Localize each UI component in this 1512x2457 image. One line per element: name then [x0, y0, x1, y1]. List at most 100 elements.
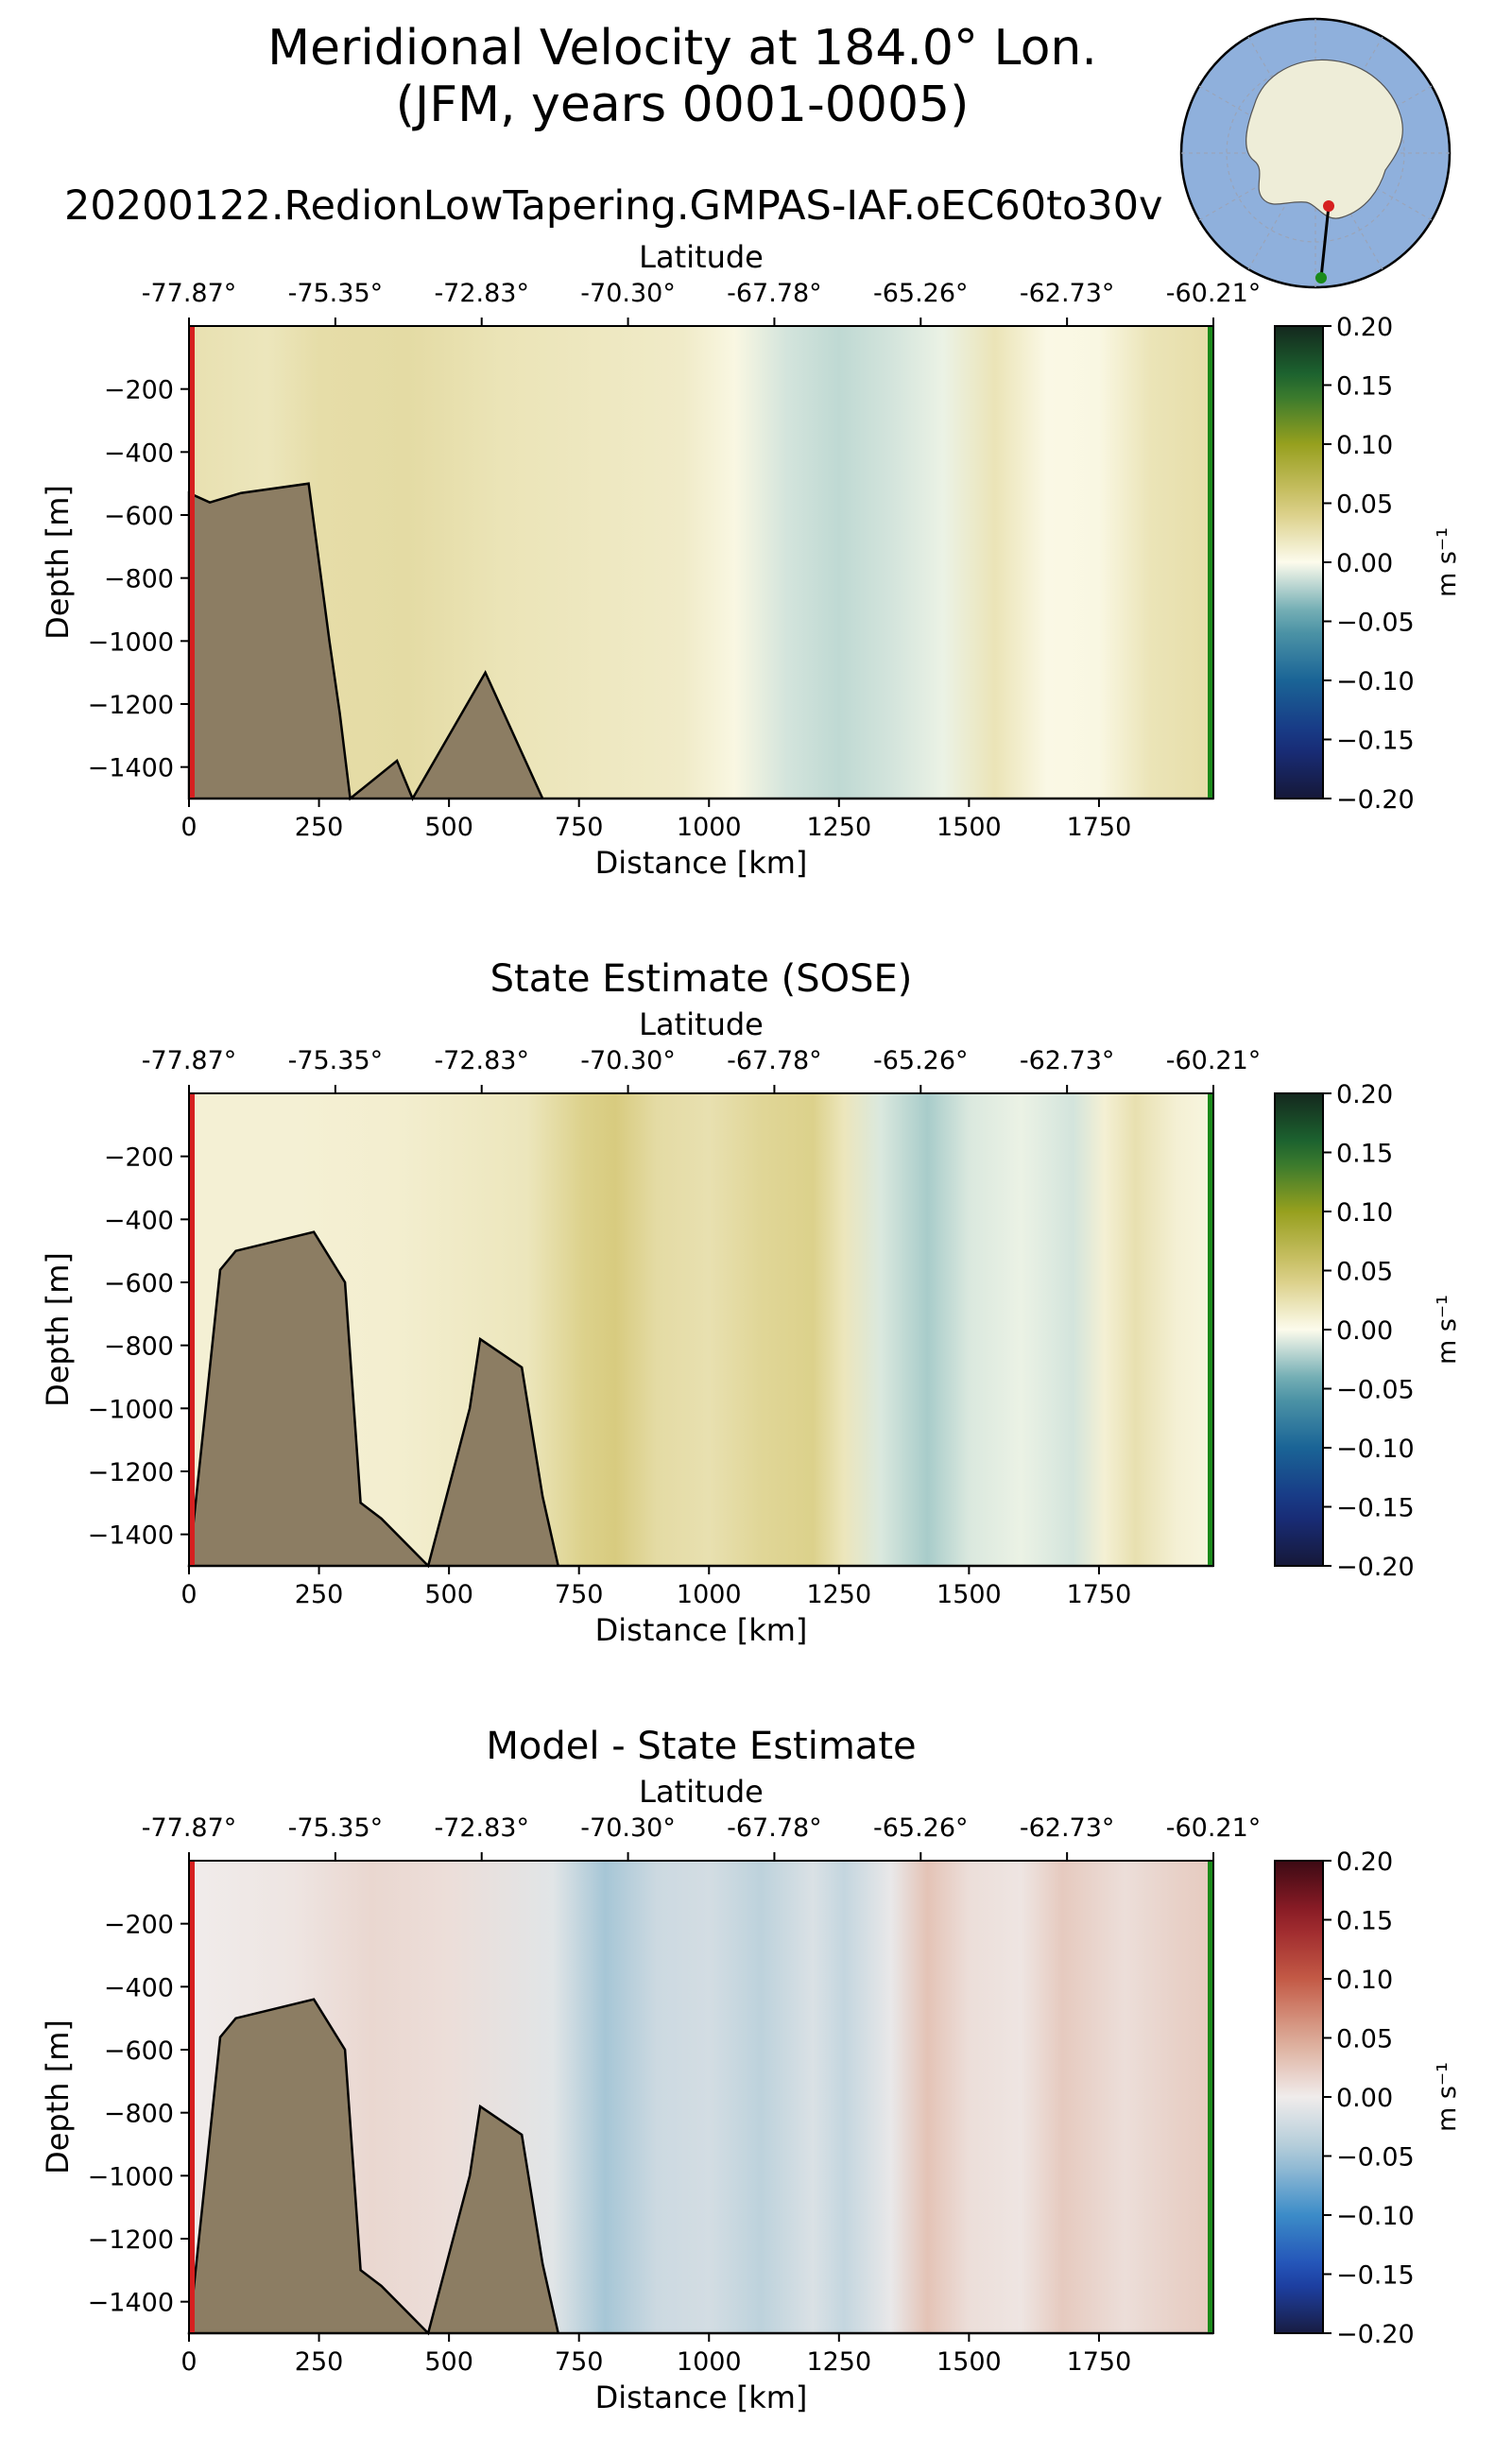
top-tick-label: -62.73° — [1020, 1046, 1115, 1075]
inset-antarctica — [1246, 59, 1403, 219]
colorbar — [1274, 1860, 1324, 2334]
colorbar — [1274, 1092, 1324, 1567]
colorbar-tick-label: −0.15 — [1336, 727, 1415, 756]
colorbar-tick-label: −0.15 — [1336, 2261, 1415, 2291]
chart-panel-2: State Estimate (SOSE) 0 250 500 750 1000 1250 1… — [40, 957, 1462, 1648]
y-tick-label: −1400 — [88, 1521, 174, 1551]
top-tick-label: -72.83° — [434, 1046, 529, 1075]
transect-end-marker — [1208, 326, 1213, 799]
x-tick-label: 1000 — [677, 1580, 742, 1609]
y-tick-label: −1000 — [88, 1395, 174, 1424]
x-tick-label: 1250 — [806, 2347, 871, 2377]
transect-start-marker — [189, 1093, 195, 1566]
top-tick-label: -60.21° — [1166, 1046, 1262, 1075]
colorbar-tick-label: 0.05 — [1336, 2025, 1393, 2054]
x-tick-label: 1750 — [1067, 1580, 1132, 1609]
top-tick-label: -67.78° — [727, 1813, 822, 1843]
x-tick-label: 1500 — [936, 1580, 1002, 1609]
colorbar-tick-label: −0.10 — [1336, 1435, 1415, 1464]
figure-subtitle: 20200122.RedionLowTapering.GMPAS-IAF.oEC… — [64, 182, 1162, 230]
y-tick-label: −1200 — [88, 2225, 174, 2255]
top-tick-label: -72.83° — [434, 279, 529, 308]
y-axis-label: Depth [m] — [40, 485, 76, 640]
top-axis-label: Latitude — [639, 239, 764, 275]
x-tick-label: 1250 — [806, 1580, 871, 1609]
x-tick-label: 1500 — [936, 2347, 1002, 2377]
x-tick-label: 250 — [295, 2347, 344, 2377]
x-tick-label: 0 — [180, 2347, 197, 2377]
inset-transect-line — [1319, 205, 1331, 279]
top-tick-label: -70.30° — [580, 1046, 676, 1075]
x-tick-label: 500 — [424, 2347, 473, 2377]
x-tick-label: 1000 — [677, 813, 742, 842]
chart-panel-1: 0 250 500 750 1000 1250 1500 1750 Distance [km] −… — [40, 239, 1462, 881]
top-axis-label: Latitude — [639, 1006, 764, 1042]
colorbar-tick-label: −0.05 — [1336, 1376, 1415, 1405]
colorbar-tick-label: −0.20 — [1336, 785, 1415, 815]
velocity-field — [189, 326, 1213, 799]
top-tick-label: -65.26° — [873, 1813, 969, 1843]
colorbar-tick-label: 0.05 — [1336, 490, 1393, 520]
top-tick-label: -75.35° — [288, 1813, 384, 1843]
top-tick-label: -72.83° — [434, 1813, 529, 1843]
top-tick-label: -77.87° — [142, 1046, 237, 1075]
colorbar-label: m s⁻¹ — [1433, 527, 1462, 597]
y-tick-label: −200 — [104, 376, 174, 405]
top-tick-label: -62.73° — [1020, 279, 1115, 308]
x-tick-label: 250 — [295, 813, 344, 842]
colorbar-tick-label: −0.15 — [1336, 1494, 1415, 1523]
y-tick-label: −400 — [104, 1206, 174, 1235]
plot-frame — [188, 1860, 1214, 2334]
transect-end-marker — [1208, 1093, 1213, 1566]
top-tick-label: -65.26° — [873, 1046, 969, 1075]
transect-end-marker — [1208, 1861, 1213, 2333]
y-tick-label: −1200 — [88, 691, 174, 720]
colorbar-tick-label: 0.15 — [1336, 372, 1393, 402]
figure-title-line2: (JFM, years 0001-0005) — [396, 77, 970, 133]
colorbar-tick-label: 0.15 — [1336, 1907, 1393, 1936]
top-tick-label: -62.73° — [1020, 1813, 1115, 1843]
colorbar-tick-label: 0.00 — [1336, 1316, 1393, 1346]
figure-title-line1: Meridional Velocity at 184.0° Lon. — [267, 20, 1097, 77]
transect-start-marker — [189, 326, 195, 799]
x-tick-label: 1750 — [1067, 2347, 1132, 2377]
x-tick-label: 750 — [555, 813, 604, 842]
top-tick-label: -75.35° — [288, 279, 384, 308]
x-tick-label: 500 — [424, 1580, 473, 1609]
y-tick-label: −800 — [104, 1332, 174, 1362]
colorbar-tick-label: 0.10 — [1336, 1966, 1393, 1995]
colorbar-tick-label: −0.05 — [1336, 2143, 1415, 2173]
seafloor-bathymetry — [187, 482, 1213, 801]
inset-transect-end-dot — [1315, 272, 1327, 284]
top-tick-label: -70.30° — [580, 1813, 676, 1843]
inset-transect-start-dot — [1323, 200, 1334, 212]
x-tick-label: 750 — [555, 2347, 604, 2377]
y-tick-label: −1400 — [88, 2289, 174, 2318]
plot-frame — [188, 1092, 1214, 1567]
colorbar-tick-label: 0.10 — [1336, 1198, 1393, 1228]
top-tick-label: -77.87° — [142, 279, 237, 308]
colorbar — [1274, 325, 1324, 799]
x-tick-label: 1000 — [677, 2347, 742, 2377]
x-tick-label: 1250 — [806, 813, 871, 842]
colorbar-tick-label: −0.10 — [1336, 667, 1415, 696]
y-axis-label: Depth [m] — [40, 1252, 76, 1407]
y-tick-label: −200 — [104, 1143, 174, 1173]
chart-panel-3: Model - State Estimate 0 250 500 750 1000 1250… — [40, 1725, 1462, 2415]
y-tick-label: −1000 — [88, 627, 174, 657]
top-axis-label: Latitude — [639, 1774, 764, 1810]
y-tick-label: −1000 — [88, 2162, 174, 2191]
colorbar-tick-label: 0.00 — [1336, 2084, 1393, 2113]
x-tick-label: 0 — [180, 1580, 197, 1609]
top-tick-label: -67.78° — [727, 279, 822, 308]
x-axis-label: Distance [km] — [595, 845, 808, 881]
y-tick-label: −600 — [104, 2036, 174, 2066]
y-tick-label: −800 — [104, 565, 174, 594]
panel-title: Model - State Estimate — [486, 1725, 916, 1768]
y-tick-label: −800 — [104, 2100, 174, 2129]
inset-location-map — [1179, 17, 1452, 289]
colorbar-tick-label: −0.05 — [1336, 609, 1415, 638]
colorbar-tick-label: 0.20 — [1336, 313, 1393, 342]
colorbar-tick-label: −0.10 — [1336, 2202, 1415, 2231]
top-tick-label: -60.21° — [1166, 279, 1262, 308]
